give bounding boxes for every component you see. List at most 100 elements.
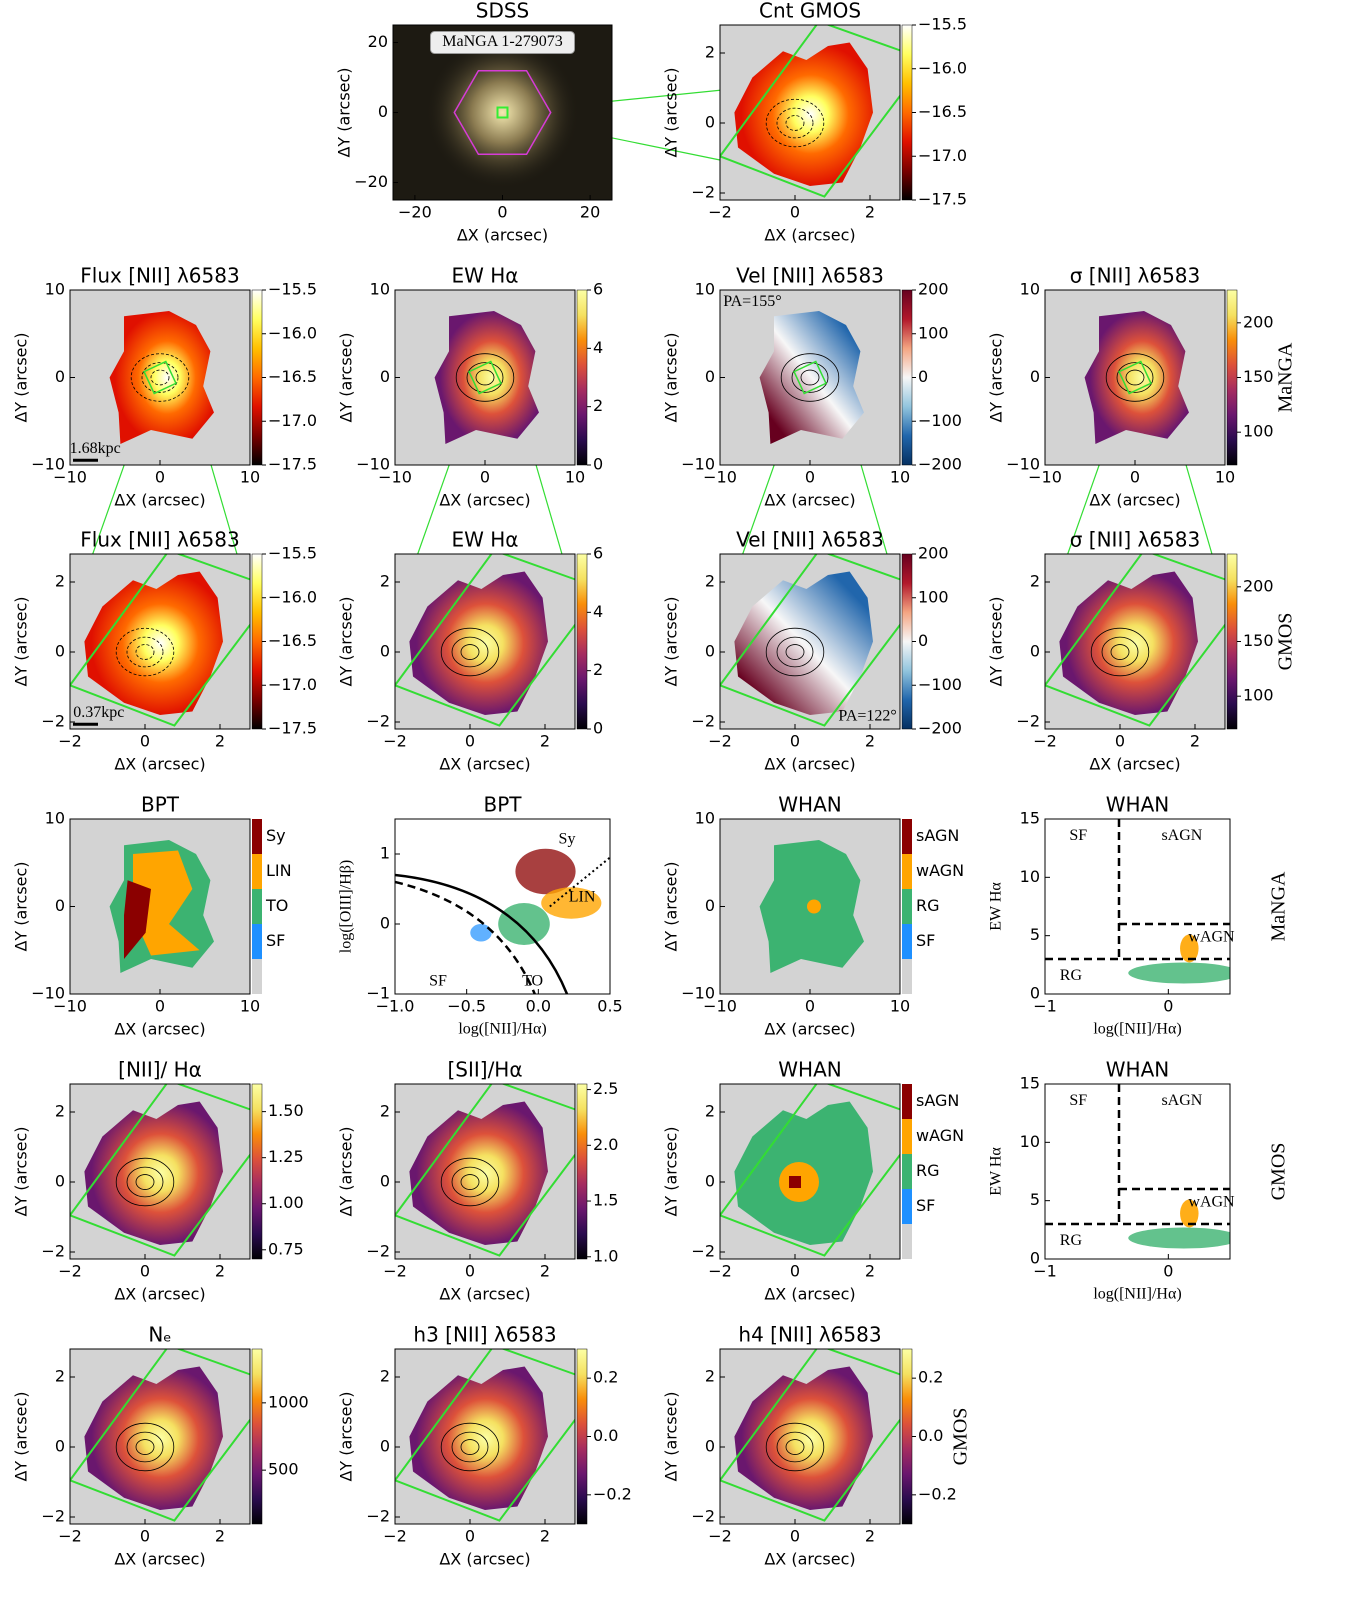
chart-title: WHAN [778,793,841,817]
x-axis-label: ΔX (arcsec) [764,755,855,774]
plot-area [395,290,575,465]
colorbar-tick-label: −15.5 [268,280,317,299]
x-axis-label: ΔX (arcsec) [114,1020,205,1039]
colorbar [251,1348,263,1525]
colorbar [901,553,913,730]
x-tick-label: −10 [53,997,87,1016]
map-region [84,571,224,715]
class-swatch [902,1119,912,1154]
y-tick-label: −2 [366,1507,390,1526]
y-tick-label: −1 [366,984,390,1003]
gmos-footprint [395,554,575,727]
colorbar-tick-label: 500 [268,1460,299,1479]
x-axis-label: ΔX (arcsec) [764,226,855,245]
colorbar-tick-label: −17.0 [918,146,967,165]
side-label: MaNGA [1268,871,1290,942]
class-swatch [252,889,262,924]
chart-title: Vel [NII] λ6583 [736,528,884,552]
colorbar-tick-label: 0 [918,367,928,386]
axes-frame [69,1348,251,1525]
colorbar-tick-label: −15.5 [918,15,967,34]
contour [126,1431,164,1463]
y-tick-label: −2 [691,1507,715,1526]
x-tick-label: −2 [383,1262,407,1281]
x-axis-label: ΔX (arcsec) [114,1285,205,1304]
chart-title: σ [NII] λ6583 [1070,528,1201,552]
colorbar-tick-label: −17.0 [268,411,317,430]
x-tick-label: −2 [708,203,732,222]
colorbar-tick-label: 0.75 [268,1239,304,1258]
contour [126,636,164,668]
x-tick-label: 0 [497,203,507,222]
annotation: wAGN [1188,929,1235,946]
plot-area [393,25,612,200]
plot-area [395,1084,575,1259]
y-tick-label: 2 [705,1367,715,1386]
point-cloud [498,903,550,945]
axes-frame [1044,818,1231,995]
point-cloud [515,848,576,895]
contour [451,1166,489,1198]
colorbar-tick-label: 100 [918,587,949,606]
colorbar-tick-label: 200 [918,280,949,299]
map-region [1059,571,1198,715]
x-tick-label: −10 [703,468,737,487]
class-label: sAGN [916,1091,959,1110]
contour [135,1439,155,1455]
map-region [409,1101,548,1245]
x-tick-label: 2 [215,1262,225,1281]
x-axis-label: ΔX (arcsec) [439,1285,530,1304]
contour [460,644,480,660]
y-axis-label: ΔY (arcsec) [12,861,31,951]
x-tick-label: 0 [140,1527,150,1546]
class-swatch [902,1154,912,1189]
panel: −2 0 2 −2 0 2 [SII]/Hα ΔX (arcsec) ΔY (arcsec) 1.… [337,1058,619,1304]
colorbar-tick-label: 0 [593,455,603,474]
map-region [734,1366,873,1510]
gmos-footprint [395,1084,575,1257]
colorbar-tick-label: −16.5 [918,102,967,121]
contour [1105,353,1165,402]
plot-area [720,819,900,994]
plot-area [70,819,250,994]
class-label: TO [265,896,288,915]
x-axis-label: ΔX (arcsec) [114,1550,205,1569]
y-tick-label: 0 [55,367,65,386]
y-tick-label: −10 [31,984,65,1003]
contour [785,115,805,131]
chart-title: WHAN [1106,1058,1169,1082]
y-axis-label: EW Hα [988,882,1005,931]
gmos-footprint [468,360,502,395]
galaxy [425,35,580,190]
y-tick-label: −2 [366,1242,390,1261]
x-tick-label: 0 [465,1262,475,1281]
contour [135,1174,155,1190]
y-tick-label: −2 [691,183,715,202]
panel: −2 0 2 −2 0 2 [NII]/ Hα ΔX (arcsec) ΔY (arcsec) 0… [12,1058,304,1304]
colorbar-tick-label: −17.5 [268,455,317,474]
plot-area [720,554,900,729]
gmos-footprint [720,554,900,727]
class-patch [124,880,151,959]
contour [765,627,825,677]
y-tick-label: 10 [1020,280,1040,299]
panel: −2 0 2 −2 0 2 Flux [NII] λ6583 ΔX (arcsec) ΔY (a… [12,528,318,774]
y-tick-label: 2 [380,1102,390,1121]
map-region [734,42,873,186]
chart-title: σ [NII] λ6583 [1070,264,1201,288]
y-tick-label: 0 [1030,984,1040,1003]
contour [451,636,489,668]
gmos-footprint [1045,554,1225,727]
y-axis-label: ΔY (arcsec) [337,1126,356,1216]
colorbar-tick-label: 0 [593,719,603,738]
class-swatch [902,819,912,854]
x-tick-label: 2 [865,203,875,222]
x-axis-label: log([NII]/Hα) [458,1021,546,1038]
annotation: wAGN [1188,1194,1235,1211]
y-tick-label: −2 [1016,712,1040,731]
contour [460,1174,480,1190]
x-tick-label: −10 [378,468,412,487]
x-tick-label: −2 [383,732,407,751]
contour [141,362,179,393]
colorbar-tick-label: 2.0 [593,1135,618,1154]
